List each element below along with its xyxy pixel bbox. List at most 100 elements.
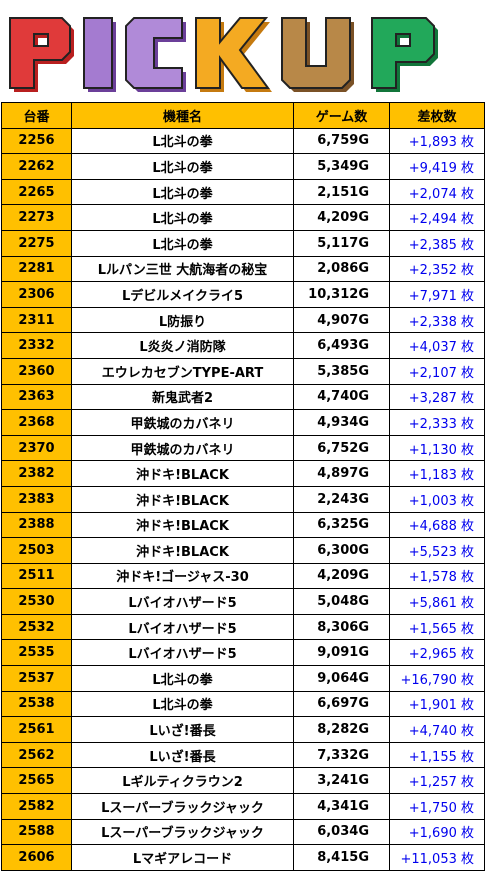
machine-name-cell: Lスーパーブラックジャック — [71, 818, 294, 846]
machine-number-cell: 2360 — [1, 357, 72, 385]
game-count-cell: 9,064G — [293, 665, 390, 692]
medal-diff-cell: +1,155 枚 — [389, 741, 485, 769]
letter-k-orange — [195, 17, 272, 92]
medal-diff-cell: +1,750 枚 — [389, 793, 485, 820]
machine-name-cell: L北斗の拳 — [71, 229, 294, 257]
machine-number-cell: 2332 — [1, 332, 72, 359]
table-row: 2606 Lマギアレコード 8,415G +11,053 枚 — [1, 844, 485, 871]
medal-diff-cell: +4,037 枚 — [389, 332, 485, 359]
table-row: 2256 L北斗の拳 6,759G +1,893 枚 — [1, 127, 485, 155]
game-count-cell: 5,349G — [293, 153, 390, 180]
machine-name-cell: L北斗の拳 — [71, 153, 294, 180]
machine-name-cell: L北斗の拳 — [71, 690, 294, 718]
game-count-cell: 7,332G — [293, 741, 390, 769]
game-count-cell: 5,117G — [293, 229, 390, 257]
medal-diff-cell: +1,690 枚 — [389, 818, 485, 846]
machine-number-cell: 2262 — [1, 153, 72, 180]
table-row: 2561 Lいざ!番長 8,282G +4,740 枚 — [1, 716, 485, 743]
game-count-cell: 6,752G — [293, 434, 390, 462]
header-machine-name: 機種名 — [71, 102, 294, 129]
table-row: 2537 L北斗の拳 9,064G +16,790 枚 — [1, 665, 485, 692]
game-count-cell: 6,325G — [293, 511, 390, 539]
letter-p-red — [9, 17, 74, 92]
table-row: 2388 沖ドキ!BLACK 6,325G +4,688 枚 — [1, 511, 485, 539]
machine-number-cell: 2256 — [1, 127, 72, 155]
game-count-cell: 2,243G — [293, 485, 390, 513]
table-row: 2281 Lルパン三世 大航海者の秘宝 2,086G +2,352 枚 — [1, 255, 485, 283]
table-row: 2311 L防振り 4,907G +2,338 枚 — [1, 306, 485, 334]
machine-name-cell: Lいざ!番長 — [71, 716, 294, 743]
machine-number-cell: 2532 — [1, 613, 72, 641]
machine-name-cell: L炎炎ノ消防隊 — [71, 332, 294, 359]
game-count-cell: 10,312G — [293, 281, 390, 308]
machine-number-cell: 2511 — [1, 562, 72, 590]
game-count-cell: 4,897G — [293, 460, 390, 487]
medal-diff-cell: +2,352 枚 — [389, 255, 485, 283]
table-row: 2262 L北斗の拳 5,349G +9,419 枚 — [1, 153, 485, 180]
medal-diff-cell: +1,183 枚 — [389, 460, 485, 487]
medal-diff-cell: +2,338 枚 — [389, 306, 485, 334]
medal-diff-cell: +1,003 枚 — [389, 485, 485, 513]
table-row: 2532 Lバイオハザード5 8,306G +1,565 枚 — [1, 613, 485, 641]
medal-diff-cell: +5,861 枚 — [389, 588, 485, 615]
machine-number-cell: 2565 — [1, 767, 72, 795]
game-count-cell: 4,209G — [293, 562, 390, 590]
machine-name-cell: Lデビルメイクライ5 — [71, 281, 294, 308]
table-row: 2382 沖ドキ!BLACK 4,897G +1,183 枚 — [1, 460, 485, 487]
medal-diff-cell: +1,901 枚 — [389, 690, 485, 718]
machine-name-cell: エウレカセブンTYPE-ART — [71, 357, 294, 385]
machine-name-cell: 新鬼武者2 — [71, 383, 294, 411]
machine-name-cell: Lいざ!番長 — [71, 741, 294, 769]
machine-number-cell: 2530 — [1, 588, 72, 615]
machine-name-cell: Lスーパーブラックジャック — [71, 793, 294, 820]
medal-diff-cell: +1,130 枚 — [389, 434, 485, 462]
game-count-cell: 2,151G — [293, 178, 390, 206]
medal-diff-cell: +1,578 枚 — [389, 562, 485, 590]
machine-name-cell: 沖ドキ!BLACK — [71, 537, 294, 564]
game-count-cell: 3,241G — [293, 767, 390, 795]
medal-diff-cell: +2,333 枚 — [389, 409, 485, 436]
machine-number-cell: 2281 — [1, 255, 72, 283]
machine-name-cell: Lバイオハザード5 — [71, 613, 294, 641]
machine-number-cell: 2311 — [1, 306, 72, 334]
machine-number-cell: 2273 — [1, 204, 72, 231]
medal-diff-cell: +5,523 枚 — [389, 537, 485, 564]
machine-number-cell: 2370 — [1, 434, 72, 462]
machine-name-cell: L北斗の拳 — [71, 178, 294, 206]
machine-name-cell: Lルパン三世 大航海者の秘宝 — [71, 255, 294, 283]
machine-name-cell: 沖ドキ!ゴージャス-30 — [71, 562, 294, 590]
game-count-cell: 6,759G — [293, 127, 390, 155]
header-machine-number: 台番 — [1, 102, 72, 129]
game-count-cell: 6,697G — [293, 690, 390, 718]
medal-diff-cell: +9,419 枚 — [389, 153, 485, 180]
medal-diff-cell: +11,053 枚 — [389, 844, 485, 871]
machine-number-cell: 2588 — [1, 818, 72, 846]
machine-name-cell: 沖ドキ!BLACK — [71, 460, 294, 487]
medal-diff-cell: +7,971 枚 — [389, 281, 485, 308]
medal-diff-cell: +2,494 枚 — [389, 204, 485, 231]
table-row: 2535 Lバイオハザード5 9,091G +2,965 枚 — [1, 639, 485, 667]
machine-number-cell: 2582 — [1, 793, 72, 820]
table-row: 2273 L北斗の拳 4,209G +2,494 枚 — [1, 204, 485, 231]
table-row: 2370 甲鉄城のカバネリ 6,752G +1,130 枚 — [1, 434, 485, 462]
medal-diff-cell: +2,385 枚 — [389, 229, 485, 257]
table-row: 2503 沖ドキ!BLACK 6,300G +5,523 枚 — [1, 537, 485, 564]
medal-diff-cell: +1,257 枚 — [389, 767, 485, 795]
medal-diff-cell: +16,790 枚 — [389, 665, 485, 692]
letter-c-purple — [125, 17, 186, 92]
machine-number-cell: 2535 — [1, 639, 72, 667]
game-count-cell: 4,740G — [293, 383, 390, 411]
game-count-cell: 5,385G — [293, 357, 390, 385]
machine-number-cell: 2275 — [1, 229, 72, 257]
game-count-cell: 6,300G — [293, 537, 390, 564]
machine-name-cell: Lマギアレコード — [71, 844, 294, 871]
machine-name-cell: L北斗の拳 — [71, 204, 294, 231]
machine-number-cell: 2537 — [1, 665, 72, 692]
game-count-cell: 6,493G — [293, 332, 390, 359]
machine-name-cell: Lギルティクラウン2 — [71, 767, 294, 795]
machine-number-cell: 2562 — [1, 741, 72, 769]
table-row: 2306 Lデビルメイクライ5 10,312G +7,971 枚 — [1, 281, 485, 308]
letter-u-brown — [281, 17, 354, 92]
table-row: 2383 沖ドキ!BLACK 2,243G +1,003 枚 — [1, 485, 485, 513]
